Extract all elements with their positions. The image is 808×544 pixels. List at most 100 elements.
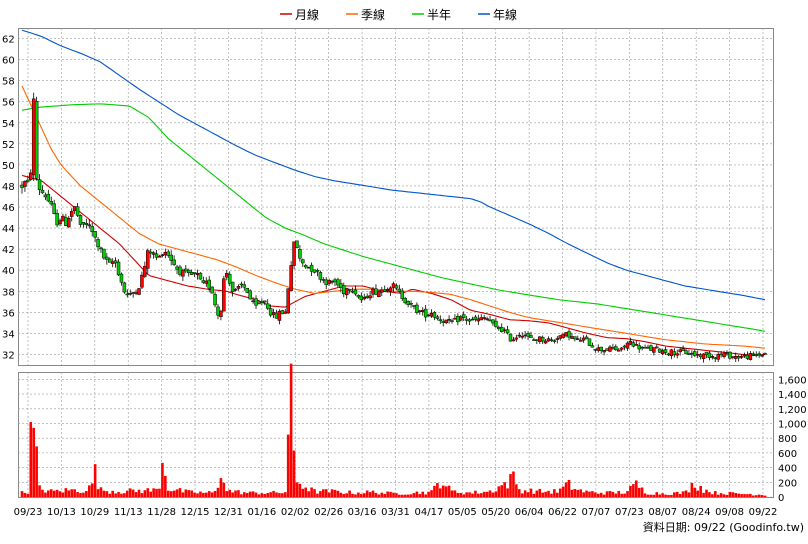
candle-body — [535, 339, 539, 341]
volume-bar — [164, 475, 167, 497]
candle-body — [479, 317, 484, 321]
volume-bar — [477, 493, 480, 497]
candle-body — [163, 252, 168, 256]
price-tick-label: 46 — [2, 203, 15, 214]
volume-bar — [342, 493, 346, 497]
candle-body — [684, 350, 688, 355]
candle-body — [634, 344, 639, 346]
volume-bar — [409, 494, 413, 497]
candle-body — [529, 335, 533, 338]
volume-bar — [479, 493, 483, 497]
volume-bar — [283, 492, 287, 497]
candle-body — [242, 284, 247, 288]
volume-bar — [728, 491, 732, 497]
candle-body — [207, 279, 211, 289]
volume-bar — [38, 485, 41, 497]
volume-bar — [207, 491, 211, 497]
candle-body — [382, 289, 387, 292]
volume-bar — [637, 487, 641, 497]
candle-body — [511, 339, 516, 342]
candle-body — [499, 327, 504, 332]
candle-body — [409, 302, 413, 305]
volume-bar — [301, 488, 305, 497]
candle-body — [754, 354, 758, 356]
candle-body — [140, 274, 144, 288]
candle-body — [391, 283, 396, 288]
candle-body — [628, 341, 633, 345]
candle-body — [157, 255, 162, 258]
volume-bar — [193, 492, 196, 497]
volume-bar — [491, 492, 495, 497]
price-tick-label: 54 — [2, 119, 15, 130]
candle-body — [377, 291, 381, 297]
candle-body — [423, 308, 428, 318]
volume-bar — [690, 482, 694, 497]
volume-bar — [345, 493, 348, 497]
volume-bar — [573, 489, 577, 497]
candle-body — [488, 319, 492, 322]
volume-bar — [500, 485, 504, 497]
volume-bar — [240, 494, 243, 497]
volume-tick-label: 1,400 — [778, 390, 807, 401]
volume-bar — [509, 474, 512, 497]
volume-axis-ticks: 0 200 400 600 800 1,000 1,200 1,400 1,600 — [778, 375, 807, 504]
volume-bar — [286, 434, 290, 497]
candle-body — [330, 281, 334, 283]
volume-bar — [219, 478, 223, 497]
volume-bar — [661, 493, 664, 497]
volume-bar — [295, 482, 299, 497]
candle-body — [166, 251, 171, 256]
volume-bar — [517, 489, 521, 497]
candle-body — [748, 353, 753, 360]
volume-bar — [357, 492, 360, 497]
candle-body — [456, 315, 460, 323]
volume-bar — [474, 490, 477, 497]
candle-body — [429, 313, 434, 317]
volume-bar — [79, 493, 82, 497]
candle-body — [342, 285, 346, 295]
candle-body — [470, 318, 475, 321]
volume-bar — [749, 493, 752, 497]
candle-body — [327, 280, 331, 284]
candle-body — [675, 353, 679, 356]
volume-bar — [544, 491, 547, 497]
candle-body — [283, 311, 288, 314]
volume-bar — [716, 494, 720, 497]
candle-body — [450, 320, 454, 322]
candle-body — [52, 203, 56, 214]
candle-body — [263, 300, 267, 303]
candle-body — [31, 98, 36, 176]
volume-bar — [594, 492, 597, 497]
date-tick-label: 09/23 — [14, 507, 43, 518]
volume-bar — [26, 493, 30, 497]
candle-body — [555, 338, 560, 340]
candle-body — [230, 281, 235, 293]
candle-body — [491, 319, 495, 324]
volume-bar — [529, 488, 533, 497]
volume-bar — [675, 491, 679, 497]
volume-bar — [649, 494, 653, 497]
candle-body — [64, 217, 68, 226]
candle-body — [154, 253, 159, 258]
candle-body — [248, 290, 252, 300]
candle-body — [359, 295, 364, 301]
candle-body — [195, 272, 200, 276]
volume-bar — [567, 479, 571, 497]
volume-bar — [687, 492, 691, 497]
candle-body — [418, 310, 422, 313]
candle-body — [760, 354, 764, 357]
price-tick-label: 36 — [2, 308, 15, 319]
candle-body — [552, 340, 557, 342]
volume-tick-label: 800 — [778, 434, 797, 445]
volume-bar — [231, 492, 234, 497]
volume-bar — [245, 492, 249, 497]
candle-body — [75, 206, 80, 216]
source-label: 資料日期: 09/22 (Goodinfo.tw) — [643, 520, 804, 534]
price-tick-label: 58 — [2, 77, 15, 88]
volume-bar — [591, 491, 594, 497]
volume-bar — [187, 490, 191, 497]
candle-body — [713, 357, 718, 360]
volume-bar — [266, 493, 270, 497]
volume-bar — [216, 487, 220, 497]
candle-body — [184, 268, 188, 272]
